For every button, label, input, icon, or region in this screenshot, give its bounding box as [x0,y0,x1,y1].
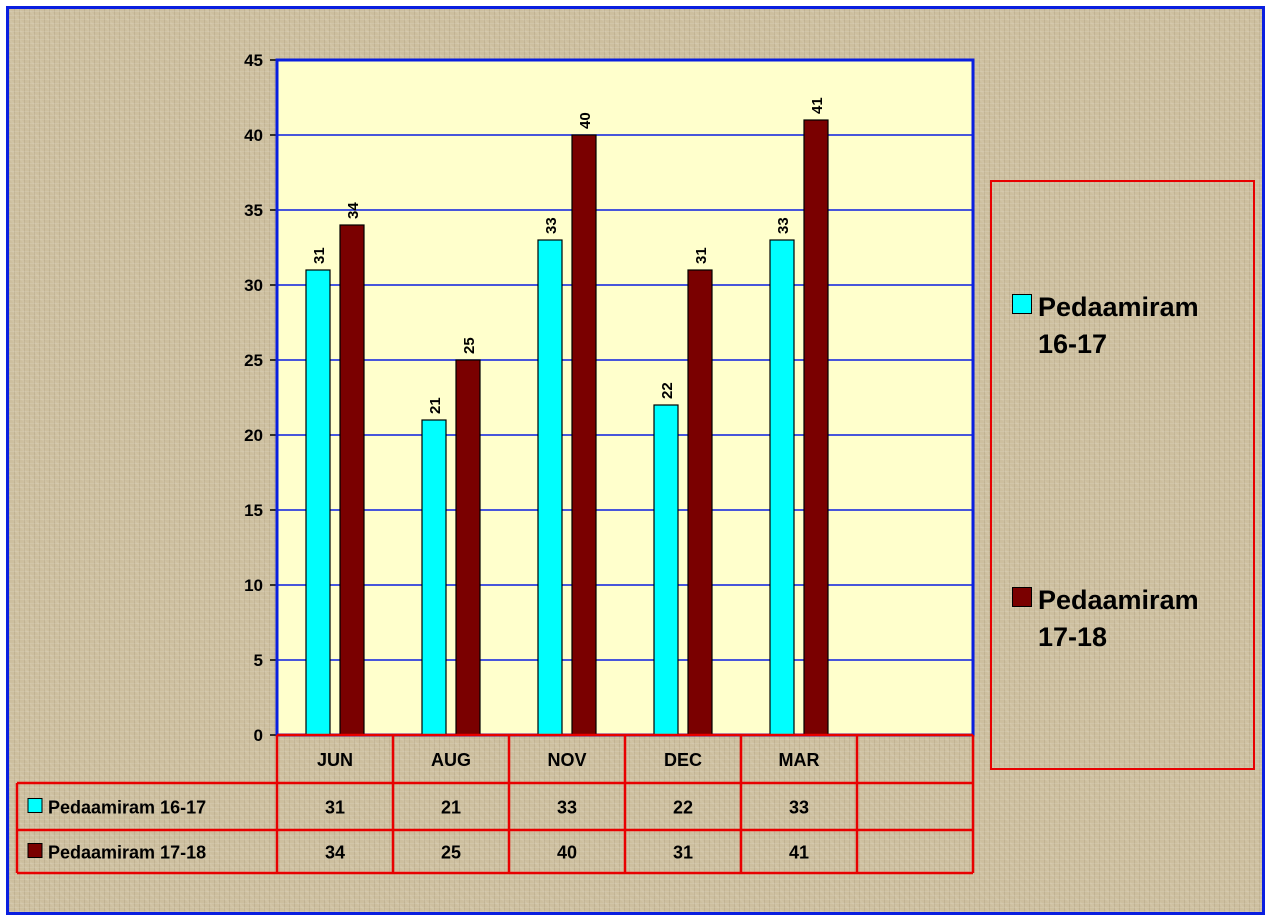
table-cell-value: 25 [441,843,461,863]
legend-swatch-series-1 [1012,294,1032,314]
legend-swatch-series-2 [1012,587,1032,607]
y-tick-label: 10 [244,576,263,595]
x-tick-label: NOV [547,750,586,770]
legend-label-series-1-line1: Pedaamiram [1038,292,1199,322]
table-cell-value: 41 [789,843,809,863]
bar-data-label: 34 [345,202,362,219]
bar-data-label: 33 [543,217,560,234]
legend-label-series-1-line2: 16-17 [1038,329,1108,359]
legend-label-series-2-line1: Pedaamiram [1038,585,1199,615]
bar-data-label: 31 [693,247,710,264]
y-tick-label: 40 [244,126,263,145]
bar-data-label: 25 [461,337,478,354]
table-cell-value: 31 [325,798,345,818]
legend-entry-series-1: Pedaamiram 16-17 [1012,289,1252,363]
bar-data-label: 41 [809,97,826,114]
bar-data-label: 40 [577,112,594,129]
table-cell-value: 34 [325,843,345,863]
bar [537,239,563,736]
bar-data-label: 33 [775,217,792,234]
bar [339,224,365,736]
bar [769,239,795,736]
bar-data-label: 21 [427,397,444,414]
bar [653,404,679,736]
table-cell-value: 22 [673,798,693,818]
table-cell-value: 33 [789,798,809,818]
table-cell-value: 31 [673,843,693,863]
plot-area [277,60,973,735]
bar [803,119,829,736]
legend-entry-series-2: Pedaamiram 17-18 [1012,582,1252,656]
x-tick-label: DEC [664,750,702,770]
table-cell-value: 40 [557,843,577,863]
table-series-swatch [27,843,43,858]
x-tick-label: JUN [317,750,353,770]
table-series-name: Pedaamiram 17-18 [48,843,206,863]
bar [421,419,447,736]
y-tick-label: 25 [244,351,263,370]
y-tick-label: 15 [244,501,263,520]
bar [455,359,481,736]
y-tick-label: 0 [254,726,263,745]
y-tick-label: 45 [244,51,263,70]
chart-legend: Pedaamiram 16-17 Pedaamiram 17-18 [990,180,1255,770]
table-series-name: Pedaamiram 16-17 [48,798,206,818]
bar-data-label: 31 [311,247,328,264]
y-tick-label: 35 [244,201,263,220]
x-tick-label: AUG [431,750,471,770]
table-cell-value: 33 [557,798,577,818]
y-tick-label: 20 [244,426,263,445]
legend-label-series-2-line2: 17-18 [1038,622,1108,652]
y-tick-label: 5 [254,651,263,670]
table-series-swatch [27,798,43,813]
x-tick-label: MAR [779,750,820,770]
table-cell-value: 21 [441,798,461,818]
bar-data-label: 22 [659,382,676,399]
y-tick-label: 30 [244,276,263,295]
bar [305,269,331,736]
bar [687,269,713,736]
bar [571,134,597,736]
